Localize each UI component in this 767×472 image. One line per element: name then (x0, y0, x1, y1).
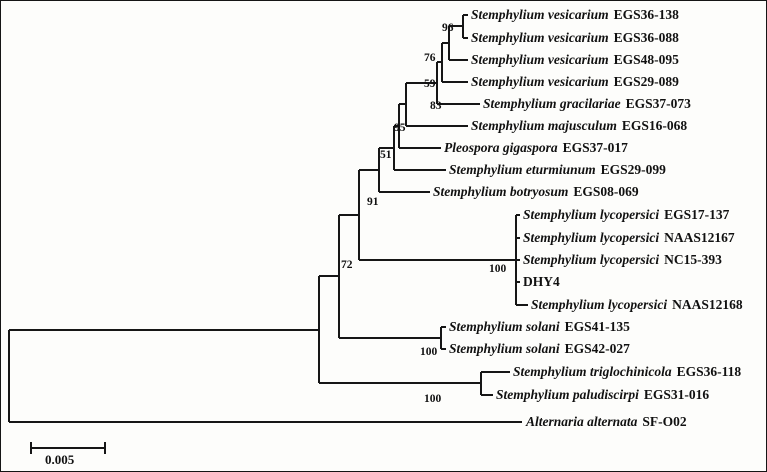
taxon-code: EGS36-118 (676, 364, 742, 379)
bootstrap-value: 100 (420, 346, 438, 358)
taxon-name: Stemphylium lycopersici (531, 297, 668, 312)
bootstrap-value: 100 (424, 393, 442, 405)
taxon-code: EGS08-069 (573, 184, 639, 199)
taxon-code: EGS41-135 (564, 319, 630, 334)
taxon-label: Stemphylium vesicarium EGS36-088 (471, 30, 679, 46)
taxon-label: Stemphylium solani EGS41-135 (449, 319, 630, 335)
taxon-label-dhy4: DHY4 (523, 274, 565, 290)
taxon-code: EGS48-095 (613, 52, 679, 67)
taxon-code: EGS17-137 (664, 207, 730, 222)
taxon-label: Alternaria alternata SF-O02 (526, 414, 687, 430)
taxon-name: Pleospora gigaspora (444, 140, 558, 155)
taxon-label: Stemphylium paludiscirpi EGS31-016 (496, 387, 709, 403)
taxon-label: Stemphylium solani EGS42-027 (449, 341, 630, 357)
taxon-code: EGS31-016 (643, 387, 710, 402)
taxon-code: SF-O02 (642, 414, 687, 429)
bootstrap-value: 59 (424, 78, 436, 90)
taxon-label: Stemphylium lycopersici NAAS12168 (531, 297, 743, 313)
taxon-name: Alternaria alternata (526, 414, 638, 429)
taxon-label: Stemphylium lycopersici NC15-393 (523, 252, 722, 268)
taxon-name: Stemphylium lycopersici (523, 207, 660, 222)
bootstrap-value: 72 (341, 259, 353, 271)
taxon-code: EGS37-017 (562, 140, 628, 155)
bootstrap-value: 51 (380, 149, 392, 161)
taxon-code: EGS29-089 (613, 74, 679, 89)
taxon-name: Stemphylium paludiscirpi (496, 387, 639, 402)
taxon-label: Stemphylium vesicarium EGS48-095 (471, 52, 679, 68)
taxon-name: Stemphylium majusculum (471, 118, 617, 133)
taxon-code: EGS37-073 (625, 96, 691, 111)
bootstrap-value: 91 (367, 196, 379, 208)
taxon-label: Stemphylium botryosum EGS08-069 (433, 184, 639, 200)
scale-bar (30, 442, 106, 454)
taxon-name: Stemphylium solani (449, 341, 560, 356)
bootstrap-value: 76 (424, 52, 436, 64)
branch-lines (8, 14, 528, 423)
taxon-label: Stemphylium vesicarium EGS29-089 (471, 74, 679, 90)
taxon-label: Stemphylium triglochinicola EGS36-118 (513, 364, 741, 380)
taxon-code: NC15-393 (664, 252, 722, 267)
taxon-name: Stemphylium vesicarium (471, 7, 609, 22)
taxon-label: Stemphylium gracilariae EGS37-073 (483, 96, 691, 112)
taxon-name: Stemphylium lycopersici (523, 230, 660, 245)
taxon-code: NAAS12167 (664, 230, 735, 245)
taxon-label: Stemphylium lycopersici EGS17-137 (523, 207, 729, 223)
taxon-name: Stemphylium gracilariae (483, 96, 621, 111)
scale-bar-label: 0.005 (45, 452, 75, 467)
bootstrap-value: 96 (442, 22, 454, 34)
taxon-name: Stemphylium botryosum (433, 184, 569, 199)
taxon-name: Stemphylium triglochinicola (513, 364, 672, 379)
taxon-label: Stemphylium majusculum EGS16-068 (471, 118, 687, 134)
taxon-label: Pleospora gigaspora EGS37-017 (444, 140, 628, 156)
taxon-name: Stemphylium vesicarium (471, 30, 609, 45)
taxon-label: Stemphylium eturmiunum EGS29-099 (449, 162, 666, 178)
taxon-name: Stemphylium vesicarium (471, 74, 609, 89)
taxon-code: NAAS12168 (672, 297, 743, 312)
taxon-label: Stemphylium vesicarium EGS36-138 (471, 7, 679, 23)
taxon-name: DHY4 (523, 274, 560, 289)
taxon-name: Stemphylium solani (449, 319, 560, 334)
taxon-code: EGS16-068 (621, 118, 688, 133)
taxon-code: EGS36-088 (613, 30, 679, 45)
bootstrap-value: 100 (489, 263, 507, 275)
bootstrap-value: 95 (394, 122, 406, 134)
taxon-code: EGS29-099 (600, 162, 666, 177)
taxon-label: Stemphylium lycopersici NAAS12167 (523, 230, 735, 246)
bootstrap-value: 83 (430, 100, 442, 112)
taxon-name: Stemphylium lycopersici (523, 252, 660, 267)
taxon-code: EGS36-138 (613, 7, 679, 22)
taxon-name: Stemphylium eturmiunum (449, 162, 596, 177)
taxon-name: Stemphylium vesicarium (471, 52, 609, 67)
taxon-code: EGS42-027 (564, 341, 630, 356)
